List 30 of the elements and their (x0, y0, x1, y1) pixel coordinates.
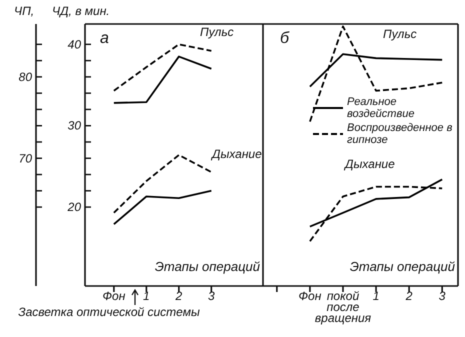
line-series (113, 154, 212, 214)
x-tick-label: 2 (404, 289, 413, 303)
line-series (113, 43, 212, 92)
x-tick-label: 3 (438, 289, 446, 303)
chart-title: а (100, 30, 109, 48)
legend-label: Реальное воздействие (347, 96, 416, 120)
x-tick-label: 3 (208, 289, 216, 303)
y-axis-title: ЧД, в мин. (52, 4, 110, 18)
annotation: Дыхание (345, 157, 395, 171)
annotation: Пульс (383, 27, 417, 41)
x-tick-label: 2 (174, 289, 183, 303)
line-series (113, 56, 212, 104)
chart-title: б (280, 30, 289, 48)
text: Засветка оптической системы (17, 305, 201, 319)
annotation: Пульс (200, 25, 234, 39)
annotation: Дыхание (212, 147, 262, 161)
x-axis-title: Этапы операций (350, 259, 455, 274)
x-tick-label: Фон (298, 289, 322, 303)
y2-axis-title: ЧП, (14, 4, 34, 18)
x-axis-title: Этапы операций (154, 259, 260, 274)
y2-tick-label: 80 (18, 70, 32, 84)
y-tick-label: 40 (68, 37, 82, 52)
x-tick-label: 1 (143, 289, 150, 303)
legend-label: Воспроизведенное в гипнозе (347, 122, 454, 146)
y-tick-label: 20 (66, 200, 82, 214)
line-series (113, 190, 212, 226)
y2-tick-label: 70 (18, 151, 32, 166)
x-tick-label: Фон (102, 289, 126, 303)
y-tick-label: 30 (68, 118, 82, 133)
x-tick-label: 1 (372, 289, 380, 303)
